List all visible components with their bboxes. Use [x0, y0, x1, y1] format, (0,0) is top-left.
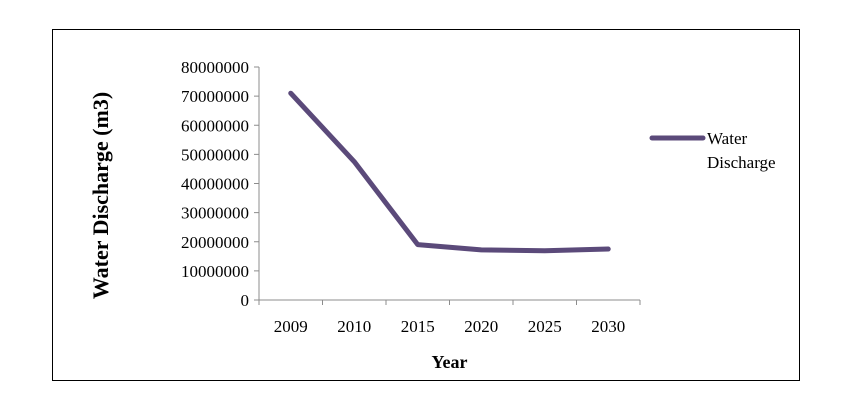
series-layer: [288, 90, 611, 254]
x-tick-label: 2025: [528, 317, 562, 336]
y-tick-label: 80000000: [181, 58, 249, 77]
x-tick-label: 2020: [464, 317, 498, 336]
y-tick-label: 30000000: [181, 204, 249, 223]
y-tick-label: 0: [241, 291, 250, 310]
series-line-water-discharge: [288, 90, 611, 254]
chart-frame: [52, 29, 800, 381]
x-tick-label: 2015: [401, 317, 435, 336]
y-tick-label: 50000000: [181, 145, 249, 164]
legend-label-line-1: Water: [707, 129, 747, 148]
x-tick-label: 2009: [274, 317, 308, 336]
legend-label-line-2: Discharge: [707, 153, 776, 172]
y-tick-label: 20000000: [181, 233, 249, 252]
legend: Water Discharge: [649, 129, 776, 172]
y-axis-ticks: 0 10000000 20000000 30000000 40000000 5000000…: [181, 58, 259, 310]
y-tick-label: 40000000: [181, 175, 249, 194]
x-axis-title: Year: [432, 352, 468, 372]
x-tick-label: 2010: [337, 317, 371, 336]
y-tick-label: 70000000: [181, 87, 249, 106]
y-axis-title: Water Discharge (m3): [88, 92, 113, 299]
x-axis-ticks: 2009 2010 2015 2020 2025 2030: [258, 300, 641, 336]
x-tick-label: 2030: [591, 317, 625, 336]
y-tick-label: 60000000: [181, 116, 249, 135]
y-tick-label: 10000000: [181, 262, 249, 281]
